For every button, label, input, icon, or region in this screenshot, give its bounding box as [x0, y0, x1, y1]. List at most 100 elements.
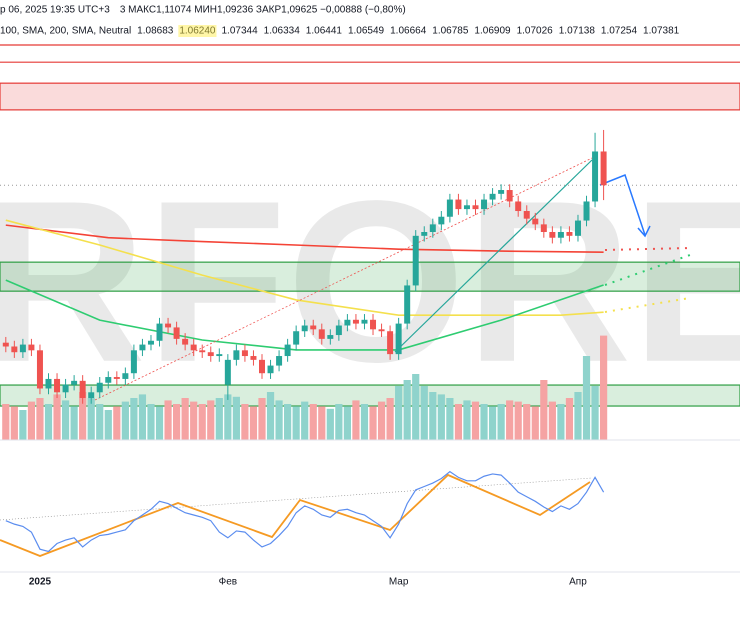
candle-body	[557, 232, 564, 238]
candle-body	[370, 319, 377, 330]
volume-bar	[198, 404, 206, 440]
candle-body	[310, 325, 317, 330]
forecast-arrow	[599, 174, 646, 236]
volume-bar	[27, 401, 36, 440]
watermark: RFOREX	[0, 153, 740, 410]
volume-bar	[36, 398, 44, 440]
candle-body	[489, 193, 496, 200]
volume-bar	[377, 401, 386, 440]
indicator-value: 1.06664	[390, 26, 427, 37]
volume-bar	[335, 404, 343, 440]
volume-bar	[173, 404, 181, 440]
candle-body	[515, 201, 522, 212]
volume-bar	[420, 386, 428, 440]
candle-body	[583, 201, 590, 221]
candle-body	[79, 380, 86, 399]
candle-body	[498, 190, 505, 194]
candle-body	[113, 377, 120, 379]
candle-body	[412, 235, 419, 286]
header-ohlc: 3 МАКС1,11074 МИН1,09236 ЗАКР1,09625 −0,…	[120, 5, 406, 16]
volume-bar	[241, 404, 249, 440]
candle-body	[190, 344, 197, 351]
volume-bar	[301, 401, 309, 440]
volume-bar	[215, 398, 223, 440]
candle-body	[344, 319, 351, 326]
volume-bar	[360, 404, 369, 440]
volume-bar	[523, 404, 531, 440]
volume-bar	[480, 404, 488, 440]
oscillator-line	[5, 470, 605, 553]
candle-body	[532, 218, 539, 225]
candle-body	[62, 384, 69, 393]
volume-bar	[19, 410, 27, 440]
volume-bar	[70, 406, 78, 440]
candle-body	[523, 211, 530, 219]
candle-body	[446, 199, 453, 217]
volume-bar	[181, 398, 189, 440]
volume-bar	[79, 392, 87, 440]
candle-body	[404, 285, 411, 324]
candle-body	[421, 232, 428, 236]
volume-bar	[96, 404, 104, 440]
volume-bar	[557, 404, 565, 440]
candle-body	[250, 356, 257, 360]
volume-bar	[318, 406, 326, 440]
volume-bar	[600, 335, 608, 440]
candle-body	[352, 319, 359, 324]
x-tick-label: Апр	[569, 577, 587, 588]
zone	[0, 384, 740, 407]
candle-body	[276, 356, 283, 366]
candle-body	[549, 232, 556, 238]
volume-bar	[540, 380, 548, 440]
candle-body	[88, 392, 95, 399]
candle-body	[566, 232, 573, 236]
candle-body	[429, 224, 436, 233]
candle-body	[96, 382, 103, 393]
volume-bar	[463, 400, 471, 440]
volume-bar	[275, 400, 283, 440]
volume-bar	[232, 396, 240, 440]
candle-body	[540, 224, 547, 233]
candle-body	[173, 327, 180, 339]
candle-body	[327, 335, 334, 339]
x-tick-label: Фев	[219, 577, 237, 588]
volume-bar	[506, 400, 514, 440]
candle-body	[574, 220, 581, 236]
volume-bar	[454, 404, 463, 440]
x-tick-label: Мар	[389, 577, 409, 588]
volume-bar	[104, 410, 112, 440]
candle-body	[233, 350, 240, 360]
candle-body	[147, 340, 154, 345]
candle-body	[216, 354, 223, 357]
header-date: р 06, 2025 19:35 UTC+3	[0, 5, 110, 16]
highlight	[178, 25, 217, 37]
indicator-value: 1.08683	[137, 26, 174, 37]
candle-body	[130, 350, 137, 374]
volume-bar	[258, 398, 266, 440]
x-tick-label: 2025	[29, 577, 52, 588]
candle-body	[71, 380, 78, 385]
volume-bar	[292, 406, 300, 440]
volume-bar	[284, 404, 292, 440]
candle-body	[455, 199, 462, 210]
volume-bar	[190, 401, 198, 440]
moving-average	[5, 224, 604, 254]
trend-line	[394, 159, 593, 353]
indicator-value: 1.07254	[601, 26, 638, 37]
indicator-value: 1.07138	[559, 26, 596, 37]
volume-bar	[565, 398, 574, 440]
volume-bar	[155, 406, 164, 440]
candle-body	[2, 342, 9, 347]
volume-bar	[488, 406, 497, 440]
volume-bar	[591, 386, 599, 440]
candle-body	[592, 151, 599, 202]
candle-body	[28, 344, 35, 351]
volume-bar	[412, 374, 420, 440]
candle-body	[45, 378, 52, 389]
volume-bar	[266, 392, 275, 440]
volume-bar	[164, 400, 172, 440]
volume-bar	[446, 398, 454, 440]
indicator-value: 1.06441	[306, 26, 343, 37]
candle-body	[207, 352, 214, 357]
